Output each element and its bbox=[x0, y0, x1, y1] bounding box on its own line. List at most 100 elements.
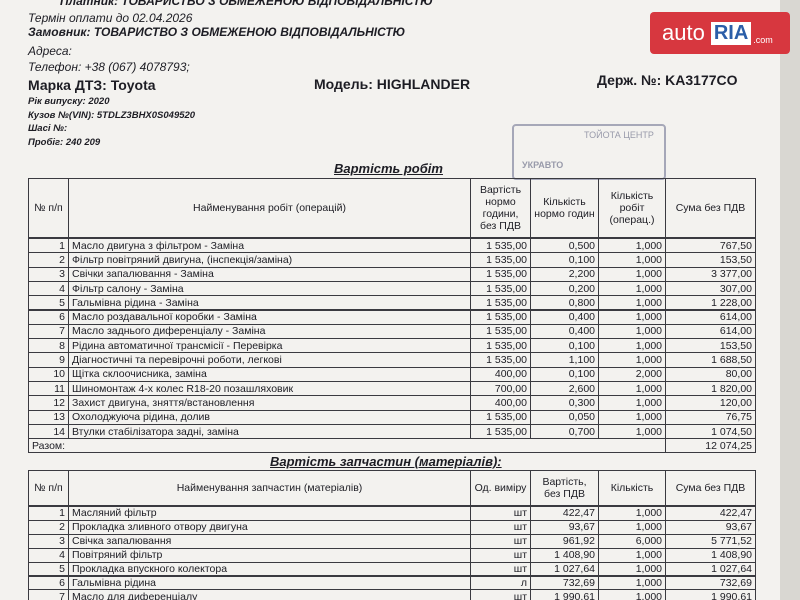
table-cell: 2,200 bbox=[530, 266, 599, 282]
table-cell: 1,000 bbox=[598, 352, 666, 368]
table-cell: 1,000 bbox=[598, 395, 666, 411]
table-cell: 3 377,00 bbox=[665, 266, 756, 282]
table-cell: 0,100 bbox=[530, 252, 599, 268]
table-cell: 1,000 bbox=[598, 309, 666, 325]
table-cell: 7 bbox=[28, 323, 69, 340]
address: Адреса: bbox=[28, 44, 72, 58]
parts-title: Вартість запчастин (матеріалів): bbox=[270, 454, 502, 469]
table-cell: 1 bbox=[28, 506, 69, 521]
table-cell: 1,000 bbox=[598, 338, 666, 354]
stamp-name: УКРАВТО bbox=[522, 160, 564, 170]
table-cell: 1,000 bbox=[598, 323, 666, 340]
document: Платник: ТОВАРИСТВО З ОБМЕЖЕНОЮ ВІДПОВІД… bbox=[0, 0, 780, 600]
table-cell: 6 bbox=[28, 575, 69, 591]
column-header: Найменування запчастин (матеріалів) bbox=[68, 470, 471, 506]
table-cell: 1,000 bbox=[598, 547, 666, 563]
table-cell: 767,50 bbox=[665, 238, 756, 254]
plate: Держ. №: KA3177CO bbox=[597, 72, 738, 88]
table-cell: 1 535,00 bbox=[470, 280, 531, 297]
table-cell: 1 535,00 bbox=[470, 295, 531, 311]
table-cell: л bbox=[470, 575, 531, 591]
table-cell: 732,69 bbox=[530, 575, 599, 591]
table-cell: 614,00 bbox=[665, 323, 756, 340]
table-cell: 1 535,00 bbox=[470, 409, 531, 425]
table-cell: 1,000 bbox=[598, 409, 666, 425]
table-cell: 2 bbox=[28, 252, 69, 268]
column-header: Од. виміру bbox=[470, 470, 531, 506]
column-header: Кількість bbox=[598, 470, 666, 506]
phone: Телефон: +38 (067) 4078793; bbox=[28, 60, 190, 74]
chassis: Шасі №: bbox=[28, 123, 68, 134]
table-cell: 7 bbox=[28, 589, 69, 600]
stamp-text: ТОЙОТА ЦЕНТР bbox=[584, 130, 654, 140]
table-cell: 3 bbox=[28, 266, 69, 282]
table-cell: Масло для диференціалу bbox=[68, 589, 471, 600]
table-cell: 1,000 bbox=[598, 519, 666, 535]
table-cell: 2,600 bbox=[530, 381, 599, 397]
table-cell: 1,000 bbox=[598, 423, 666, 440]
table-cell: 732,69 bbox=[665, 575, 756, 591]
table-cell: шт bbox=[470, 561, 531, 577]
table-cell: Свічки запалювання - Заміна bbox=[68, 266, 471, 282]
table-cell: шт bbox=[470, 519, 531, 535]
table-cell: 1 535,00 bbox=[470, 252, 531, 268]
column-header: Кількість нормо годин bbox=[530, 178, 599, 238]
column-header: Вартість, без ПДВ bbox=[530, 470, 599, 506]
table-cell: 5 bbox=[28, 561, 69, 577]
table-cell: 14 bbox=[28, 423, 69, 440]
table-cell: 93,67 bbox=[530, 519, 599, 535]
table-cell: 1 990,61 bbox=[530, 589, 599, 600]
table-cell: 1 990,61 bbox=[665, 589, 756, 600]
due-date: Термін оплати до 02.04.2026 bbox=[28, 11, 193, 25]
table-cell: Масло заднього диференціалу - Заміна bbox=[68, 323, 471, 340]
column-header: Сума без ПДВ bbox=[665, 470, 756, 506]
column-header: Найменування робіт (операцій) bbox=[68, 178, 471, 238]
table-cell: 700,00 bbox=[470, 381, 531, 397]
column-header: Сума без ПДВ bbox=[665, 178, 756, 238]
table-cell: 5 771,52 bbox=[665, 533, 756, 549]
table-cell: Шиномонтаж 4-х колес R18-20 позашляховик bbox=[68, 381, 471, 397]
table-cell: 0,800 bbox=[530, 295, 599, 311]
table-cell: 961,92 bbox=[530, 533, 599, 549]
watermark-ria: RIA bbox=[710, 21, 752, 45]
watermark-auto: auto bbox=[662, 20, 705, 45]
mileage: Пробіг: 240 209 bbox=[28, 137, 101, 148]
table-cell: 1,100 bbox=[530, 352, 599, 368]
table-cell: 93,67 bbox=[665, 519, 756, 535]
table-cell: 1 408,90 bbox=[530, 547, 599, 563]
table-cell: 1,000 bbox=[598, 575, 666, 591]
table-cell: 1 535,00 bbox=[470, 309, 531, 325]
table-cell: Повітряний фільтр bbox=[68, 547, 471, 563]
table-cell: Свічка запалювання bbox=[68, 533, 471, 549]
total-label: Разом: bbox=[28, 438, 666, 454]
model: Модель: HIGHLANDER bbox=[314, 76, 471, 92]
table-cell: 6,000 bbox=[598, 533, 666, 549]
table-cell: 1,000 bbox=[598, 589, 666, 600]
table-cell: 1,000 bbox=[598, 381, 666, 397]
table-cell: 1 074,50 bbox=[665, 423, 756, 440]
stamp: ТОЙОТА ЦЕНТР УКРАВТО bbox=[512, 124, 666, 180]
table-cell: Прокладка впускного колектора bbox=[68, 561, 471, 577]
table-cell: Захист двигуна, зняття/встановлення bbox=[68, 395, 471, 411]
column-header: № п/п bbox=[28, 178, 69, 238]
table-cell: Втулки стабілізатора задні, заміна bbox=[68, 423, 471, 440]
table-cell: 0,300 bbox=[530, 395, 599, 411]
table-cell: Масло двигуна з фільтром - Заміна bbox=[68, 238, 471, 254]
table-cell: 11 bbox=[28, 381, 69, 397]
table-cell: 4 bbox=[28, 547, 69, 563]
table-cell: Рідина автоматичної трансмісії - Перевір… bbox=[68, 338, 471, 354]
table-cell: Фільтр салону - Заміна bbox=[68, 280, 471, 297]
table-cell: 80,00 bbox=[665, 366, 756, 382]
watermark: auto RIA .com bbox=[650, 12, 790, 54]
table-cell: 1,000 bbox=[598, 506, 666, 521]
table-cell: 0,100 bbox=[530, 338, 599, 354]
customer: Замовник: ТОВАРИСТВО З ОБМЕЖЕНОЮ ВІДПОВІ… bbox=[28, 25, 406, 39]
year: Рік випуску: 2020 bbox=[28, 96, 110, 107]
table-cell: 400,00 bbox=[470, 366, 531, 382]
total-value: 12 074,25 bbox=[665, 438, 756, 454]
table-cell: 5 bbox=[28, 295, 69, 311]
table-cell: Фільтр повітряний двигуна, (інспекція/за… bbox=[68, 252, 471, 268]
table-cell: 422,47 bbox=[530, 506, 599, 521]
table-cell: 1 408,90 bbox=[665, 547, 756, 563]
